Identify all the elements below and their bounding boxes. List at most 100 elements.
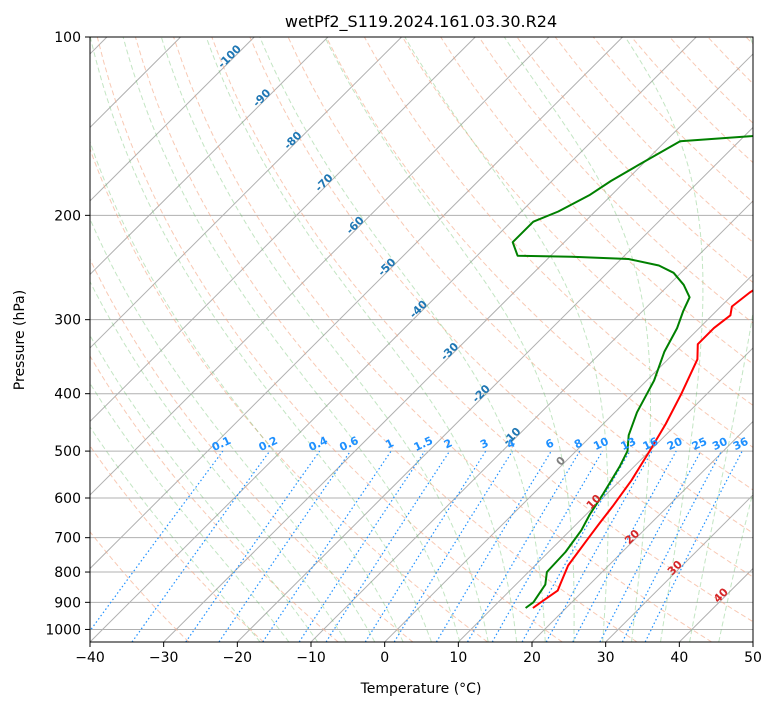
isotherm-line — [90, 37, 402, 349]
dry-adiabat-line — [90, 258, 414, 642]
moist-adiabat-line — [624, 37, 704, 642]
mixing-ratio-line — [466, 450, 581, 642]
y-tick-label: 800 — [54, 565, 81, 581]
temperature-profile-line — [532, 289, 753, 609]
mixing-ratio-line — [185, 450, 321, 642]
isotherm-line — [90, 37, 697, 642]
x-tick-label: −20 — [223, 650, 253, 666]
dry-adiabat-line — [90, 445, 264, 642]
dry-adiabat-line — [90, 147, 488, 642]
moist-adiabat-line — [205, 37, 518, 642]
plot-frame — [89, 36, 754, 643]
x-tick-label: 40 — [670, 650, 688, 666]
mixing-ratio-line — [298, 450, 426, 642]
isotherm-label: -30 — [438, 340, 461, 363]
dry-adiabat-line — [363, 37, 753, 448]
moist-adiabat-line — [689, 37, 753, 642]
isotherm-label: -10 — [500, 425, 523, 448]
dry-adiabat-line — [173, 37, 712, 642]
isotherm-line — [90, 37, 329, 276]
mixing-ratio-label: 16 — [641, 435, 661, 453]
y-tick-label: 700 — [54, 531, 81, 547]
y-tick-label: 200 — [54, 208, 81, 224]
moist-adiabat-label: 10 — [584, 492, 604, 512]
dry-adiabat-line — [211, 37, 753, 623]
dry-adiabat-line — [554, 37, 753, 243]
mixing-ratio-label: 36 — [731, 435, 751, 453]
mixing-ratio-line — [325, 450, 451, 642]
mixing-ratio-line — [364, 450, 487, 642]
moist-adiabat-line — [503, 37, 651, 642]
moist-adiabat-line — [160, 37, 489, 642]
dry-adiabat-line — [592, 37, 753, 203]
y-tick-label: 900 — [54, 595, 81, 611]
moist-adiabat-line — [90, 426, 261, 642]
x-tick-label: 20 — [523, 650, 541, 666]
isotherm-line — [605, 494, 753, 642]
x-tick-label: −10 — [296, 650, 326, 666]
isotherm-line — [163, 53, 753, 642]
x-tick-label: −40 — [75, 650, 105, 666]
mixing-ratio-line — [435, 450, 552, 642]
moist-adiabat-line — [90, 37, 432, 642]
dry-adiabat-line — [325, 37, 753, 491]
dry-adiabat-line — [440, 37, 753, 365]
mixing-ratio-line — [262, 450, 392, 642]
chart-ticks: −40 −30 −20 −10 0 10 20 30 40 50 100 200 300 400 500 60… — [45, 30, 762, 666]
isotherm-line — [90, 37, 476, 423]
mixing-ratio-label: 6 — [544, 436, 557, 451]
isotherm-line — [90, 37, 550, 496]
isotherm-label: -40 — [407, 298, 430, 321]
dry-adiabat-line — [96, 37, 563, 642]
y-tick-label: 600 — [54, 491, 81, 507]
dry-adiabat-line — [745, 37, 753, 45]
chart-series — [511, 134, 753, 609]
isotherm-label: -50 — [375, 255, 398, 278]
chart-line-labels: 0.1 0.2 0.4 0.6 1 1.5 2 3 4 6 8 10 13 16 20 25 30 36-100-… — [210, 42, 751, 605]
isotherm-line — [531, 420, 753, 642]
x-axis-label: Temperature (°C) — [360, 681, 482, 697]
dry-adiabat-line — [134, 37, 638, 642]
dry-adiabat-line — [478, 37, 753, 324]
mixing-ratio-label: 25 — [690, 435, 709, 453]
isotherm-line — [236, 126, 753, 642]
mixing-ratio-line — [393, 450, 513, 642]
moist-adiabat-line — [90, 280, 347, 642]
mixing-ratio-label: 3 — [478, 436, 490, 451]
x-tick-label: −30 — [149, 650, 179, 666]
isotherm-line — [310, 200, 753, 642]
x-tick-label: 50 — [744, 650, 762, 666]
moist-adiabat-line — [718, 489, 753, 642]
dry-adiabat-line — [707, 37, 753, 85]
y-tick-label: 100 — [54, 30, 81, 46]
y-axis-label: Pressure (hPa) — [12, 290, 28, 390]
y-tick-label: 500 — [54, 444, 81, 460]
mixing-ratio-label: 2 — [442, 436, 454, 451]
mixing-ratio-line — [131, 450, 271, 642]
dry-adiabat-line — [402, 37, 753, 406]
moist-adiabat-line — [90, 334, 319, 642]
moist-adiabat-label: 20 — [622, 527, 642, 547]
moist-adiabat-line — [90, 140, 404, 642]
dry-adiabat-line — [249, 37, 753, 578]
x-tick-label: 10 — [449, 650, 467, 666]
x-tick-label: 0 — [380, 650, 389, 666]
dry-adiabat-line — [669, 37, 753, 124]
mixing-ratio-line — [572, 450, 677, 642]
moist-adiabat-line — [122, 37, 461, 642]
chart-title: wetPf2_S119.2024.161.03.30.R24 — [285, 12, 557, 32]
y-tick-label: 400 — [54, 387, 81, 403]
mixing-ratio-label: 13 — [619, 435, 638, 453]
mixing-ratio-label: 10 — [591, 435, 611, 453]
isotherm-line — [678, 567, 753, 642]
y-tick-label: 1000 — [45, 622, 81, 638]
isotherm-line — [384, 273, 753, 642]
moist-adiabat-line — [90, 217, 376, 642]
mixing-ratio-line — [90, 450, 224, 632]
isotherm-label: -100 — [215, 42, 244, 71]
x-tick-label: 30 — [597, 650, 615, 666]
isotherm-line — [90, 37, 255, 202]
isotherm-line — [752, 641, 753, 642]
mixing-ratio-line — [521, 450, 631, 642]
